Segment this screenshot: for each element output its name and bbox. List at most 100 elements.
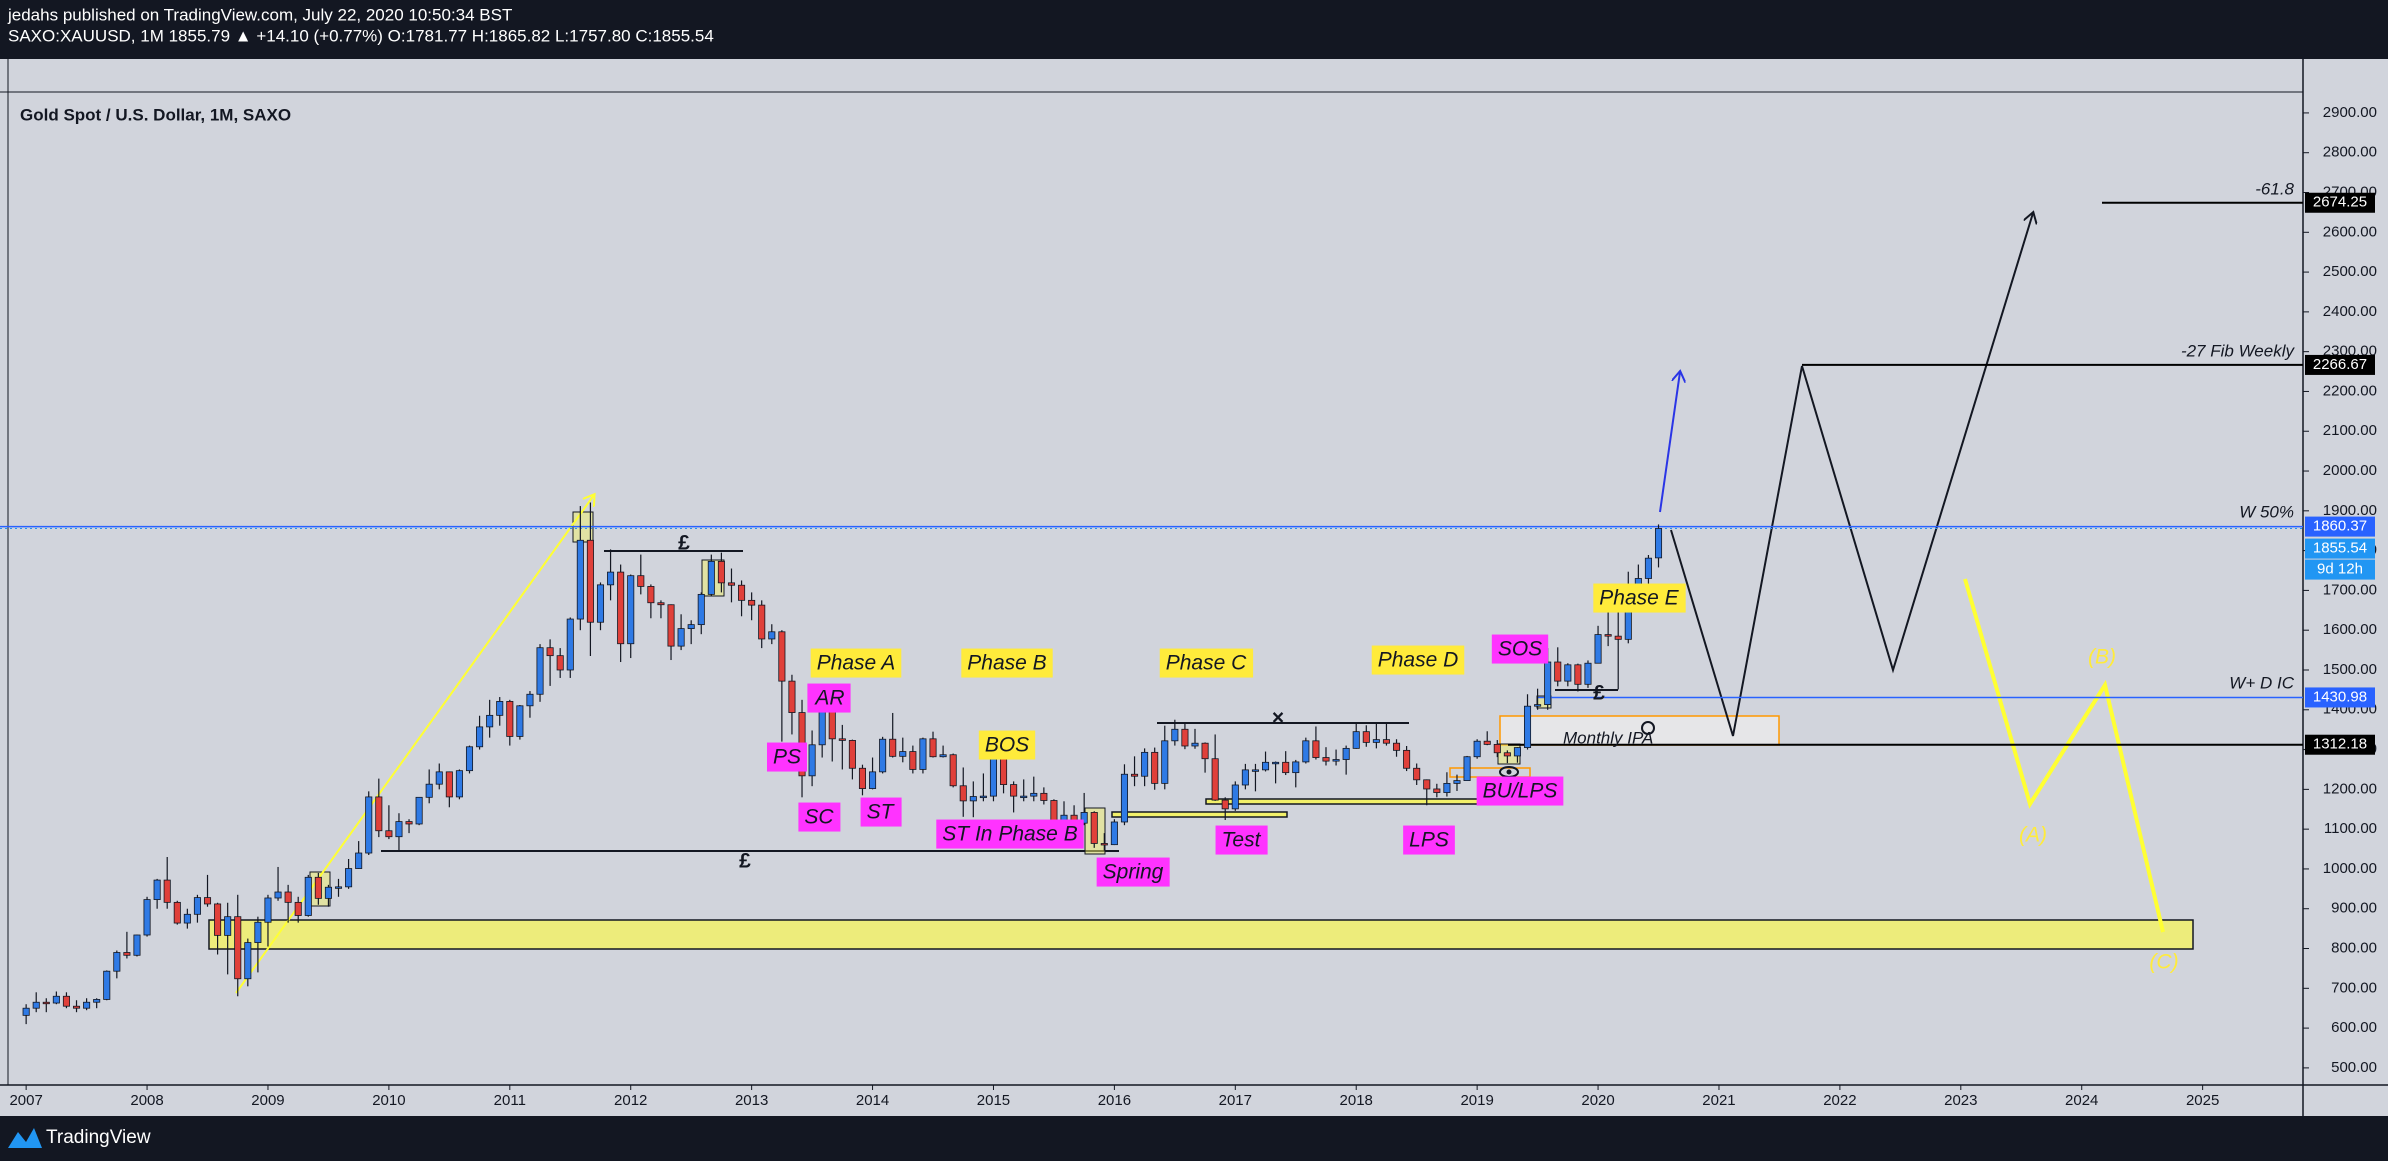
candle-body bbox=[828, 710, 836, 740]
candle-body bbox=[1181, 728, 1189, 747]
candle-body bbox=[586, 539, 594, 623]
annotation: £ bbox=[739, 850, 751, 873]
countdown-box bbox=[2305, 559, 2375, 580]
candle-body bbox=[576, 539, 584, 620]
candle-body bbox=[22, 1007, 30, 1016]
annotation-text: (C) bbox=[2149, 951, 2178, 974]
annotation: ST In Phase B bbox=[936, 819, 1084, 849]
candle-body bbox=[1473, 740, 1481, 758]
price-label-box bbox=[2305, 516, 2375, 537]
candle-body bbox=[516, 705, 524, 737]
candle-body bbox=[103, 970, 111, 1000]
candle-body bbox=[1423, 779, 1431, 790]
candle-body bbox=[203, 897, 212, 905]
candle-body bbox=[445, 771, 453, 798]
candle-body bbox=[929, 738, 937, 758]
tradingview-logo bbox=[8, 1128, 42, 1148]
structure-zone bbox=[1111, 811, 1288, 818]
candle-body bbox=[1372, 739, 1380, 743]
candle-body bbox=[1614, 635, 1622, 640]
price-label: 1860.37 bbox=[2313, 518, 2367, 535]
annotation-box bbox=[1371, 645, 1465, 675]
x-tick-label: 2009 bbox=[251, 1092, 284, 1109]
candle-body bbox=[1564, 664, 1572, 682]
candle-body bbox=[566, 618, 574, 671]
price-label: 2266.67 bbox=[2313, 356, 2367, 373]
x-tick-label: 2016 bbox=[1098, 1092, 1131, 1109]
candle-body bbox=[899, 751, 907, 757]
candle-body bbox=[979, 795, 987, 799]
candle-body bbox=[677, 628, 685, 647]
candle-body bbox=[556, 655, 564, 671]
candle-body bbox=[1251, 769, 1259, 772]
candle-body bbox=[244, 942, 252, 980]
annotation: Test bbox=[1215, 825, 1268, 855]
annotation: LPS bbox=[1403, 825, 1455, 855]
candle-body bbox=[1342, 747, 1350, 760]
chart-title: Gold Spot / U.S. Dollar, 1M, SAXO bbox=[20, 105, 291, 124]
annotation: Phase A bbox=[810, 648, 902, 678]
price-label-box bbox=[2305, 538, 2375, 559]
y-tick-label: 1600.00 bbox=[2323, 621, 2377, 638]
structure-zone bbox=[1205, 798, 1493, 805]
candle-body bbox=[1231, 784, 1239, 810]
annotation-box bbox=[860, 797, 902, 827]
candle-body bbox=[1141, 751, 1149, 777]
candle-body bbox=[989, 755, 997, 797]
publisher-line: jedahs published on TradingView.com, Jul… bbox=[7, 5, 512, 24]
candle-body bbox=[123, 952, 131, 956]
annotation-text: £ bbox=[1593, 682, 1605, 705]
candle-body bbox=[1584, 662, 1592, 685]
annotation-box bbox=[961, 648, 1053, 678]
candle-body bbox=[1201, 742, 1209, 760]
annotation-text: £ bbox=[739, 850, 751, 873]
annotation-box bbox=[1403, 825, 1455, 855]
y-tick-label: 2100.00 bbox=[2323, 422, 2377, 439]
candle-body bbox=[818, 710, 826, 746]
y-tick-label: 2200.00 bbox=[2323, 382, 2377, 399]
candle-body bbox=[304, 876, 312, 916]
annotation: Phase B bbox=[961, 648, 1053, 678]
candle-body bbox=[536, 647, 544, 695]
candle-body bbox=[1020, 795, 1028, 799]
annotation-box bbox=[1476, 776, 1564, 806]
footer-brand: TradingView bbox=[46, 1127, 151, 1148]
candle-body bbox=[1010, 784, 1018, 797]
candle-body bbox=[385, 830, 393, 838]
annotation-box bbox=[1096, 857, 1170, 887]
annotation: BU/LPS bbox=[1476, 776, 1564, 806]
price-label-box bbox=[2305, 192, 2375, 213]
price-label: 1430.98 bbox=[2313, 688, 2367, 705]
candle-body bbox=[1000, 755, 1008, 785]
candle-body bbox=[909, 751, 917, 770]
candle-body bbox=[526, 693, 534, 707]
y-tick-label: 1200.00 bbox=[2323, 780, 2377, 797]
candle-body bbox=[778, 631, 786, 682]
annotation-text: Phase E bbox=[1599, 587, 1679, 610]
annotation: ST bbox=[860, 797, 902, 827]
candle-body bbox=[858, 767, 867, 789]
candle-body bbox=[1211, 758, 1219, 801]
candle-body bbox=[153, 879, 161, 900]
line-label: W 50% bbox=[2239, 502, 2294, 521]
candle-body bbox=[879, 738, 887, 773]
x-tick-label: 2021 bbox=[1702, 1092, 1735, 1109]
candle-body bbox=[1382, 739, 1390, 744]
candle-body bbox=[919, 738, 927, 770]
line-label: -61.8 bbox=[2255, 179, 2294, 198]
symbol-line: SAXO:XAUUSD, 1M 1855.79 ▲ +14.10 (+0.77%… bbox=[8, 26, 714, 45]
x-tick-label: 2012 bbox=[614, 1092, 647, 1109]
candle-body bbox=[949, 754, 957, 787]
candle-body bbox=[334, 886, 343, 889]
candle-body bbox=[1151, 751, 1159, 784]
x-tick-label: 2024 bbox=[2065, 1092, 2098, 1109]
candle-body bbox=[1120, 773, 1128, 823]
candle-body bbox=[1332, 759, 1340, 762]
y-tick-label: 2600.00 bbox=[2323, 223, 2377, 240]
candle-body bbox=[637, 575, 645, 587]
candle-body bbox=[727, 582, 736, 586]
candle-body bbox=[52, 995, 60, 1004]
candle-body bbox=[425, 783, 433, 798]
y-tick-label: 2000.00 bbox=[2323, 462, 2377, 479]
magnifier-icon bbox=[1641, 721, 1655, 735]
